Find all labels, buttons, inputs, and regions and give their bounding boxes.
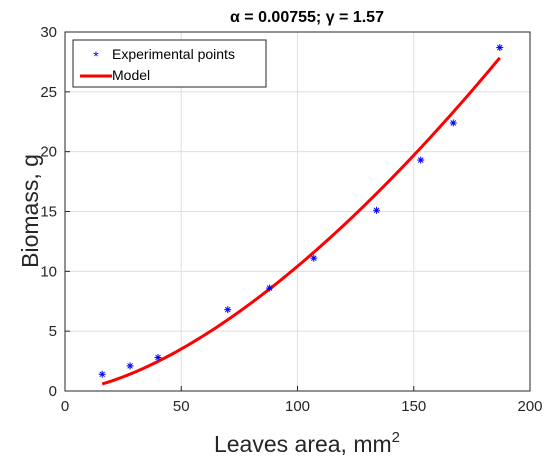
y-tick-label: 30 bbox=[40, 24, 57, 41]
y-tick-label: 20 bbox=[40, 144, 57, 161]
x-tick-labels: 0 50 100 150 200 bbox=[61, 398, 543, 415]
data-point bbox=[126, 362, 134, 370]
x-tick-label: 100 bbox=[285, 398, 310, 415]
data-point bbox=[98, 370, 106, 378]
data-point bbox=[310, 254, 318, 262]
data-point bbox=[154, 353, 162, 361]
chart-title: α = 0.00755; γ = 1.57 bbox=[230, 9, 384, 26]
y-tick-label: 5 bbox=[49, 323, 57, 340]
data-point bbox=[266, 284, 274, 292]
data-point bbox=[224, 306, 232, 314]
y-tick-label: 15 bbox=[40, 204, 57, 221]
y-tick-label: 0 bbox=[49, 383, 57, 400]
y-tick-label: 10 bbox=[40, 263, 57, 280]
x-axis-label-text: Leaves area, mm bbox=[214, 431, 392, 457]
x-tick-label: 200 bbox=[517, 398, 542, 415]
x-tick-label: 50 bbox=[173, 398, 190, 415]
data-point bbox=[449, 119, 457, 127]
y-axis-label: Biomass, g bbox=[17, 154, 43, 268]
experimental-points bbox=[98, 44, 504, 378]
data-point bbox=[417, 156, 425, 164]
y-tick-label: 25 bbox=[40, 84, 57, 101]
data-point bbox=[496, 44, 504, 52]
x-tick-label: 0 bbox=[61, 398, 69, 415]
legend-label-model: Model bbox=[112, 67, 150, 83]
x-tick-label: 150 bbox=[401, 398, 426, 415]
y-tick-labels: 0 5 10 15 20 25 30 bbox=[40, 24, 57, 400]
data-point bbox=[373, 206, 381, 214]
plot-frame bbox=[64, 31, 531, 392]
legend-label-points: Experimental points bbox=[112, 46, 235, 62]
model-curve bbox=[101, 56, 501, 386]
legend: * Experimental points Model bbox=[72, 39, 267, 88]
x-axis-label-superscript: 2 bbox=[392, 429, 400, 446]
x-axis-label: Leaves area, mm2 bbox=[214, 429, 400, 457]
legend-marker-points: * bbox=[93, 48, 99, 64]
model-line bbox=[101, 56, 501, 386]
legend-box bbox=[72, 39, 267, 88]
